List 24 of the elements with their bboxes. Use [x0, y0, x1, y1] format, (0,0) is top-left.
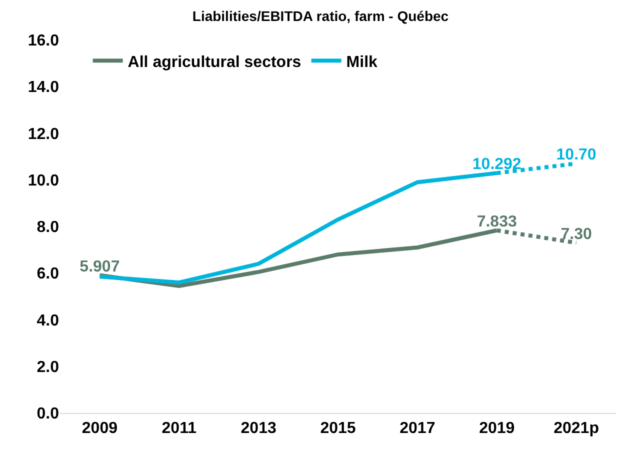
data-label: 5.907 [80, 258, 120, 276]
y-tick-label: 10.0 [28, 172, 60, 190]
legend-label: All agricultural sectors [128, 54, 302, 71]
x-tick-label: 2019 [479, 420, 515, 438]
legend-label: Milk [346, 54, 378, 71]
x-tick-label: 2021p [554, 420, 600, 438]
y-tick-label: 12.0 [28, 126, 60, 143]
y-tick-label: 6.0 [36, 266, 60, 283]
y-tick-label: 16.0 [28, 32, 60, 50]
y-tick-label: 2.0 [36, 358, 60, 376]
data-label: 10.70 [556, 146, 596, 164]
x-tick-label: 2009 [82, 420, 118, 438]
y-tick-label: 14.0 [28, 79, 60, 96]
y-tick-label: 4.0 [36, 312, 60, 330]
data-label: 7.30 [560, 226, 592, 243]
x-tick-label: 2013 [240, 420, 276, 438]
chart-title: Liabilities/EBITDA ratio, farm - Québec [192, 8, 449, 24]
x-tick-label: 2011 [162, 420, 197, 438]
x-tick-label: 2015 [320, 420, 356, 438]
y-tick-label: 8.0 [36, 219, 60, 236]
y-tick-label: 0.0 [36, 406, 60, 423]
data-label: 10.292 [472, 156, 522, 174]
x-tick-label: 2017 [400, 420, 436, 438]
data-label: 7.833 [476, 213, 517, 230]
